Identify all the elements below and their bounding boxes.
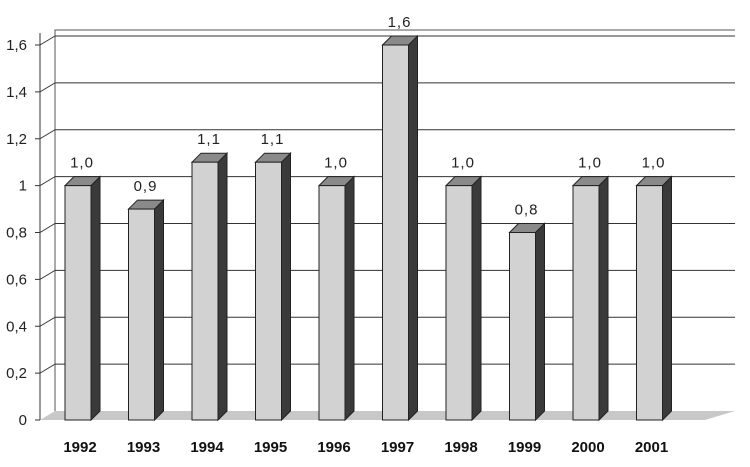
- bar-front: [382, 44, 409, 421]
- bar-front: [445, 185, 473, 421]
- data-label: 1,0: [451, 155, 475, 172]
- bar-side: [535, 222, 545, 422]
- bar-front: [128, 208, 155, 421]
- bars: [63, 34, 673, 422]
- back-wall-edge: [54, 29, 735, 411]
- y-tick-label: 0,6: [6, 271, 27, 288]
- y-tick-label: 1: [19, 178, 27, 195]
- bar-front: [509, 232, 536, 421]
- gridline-depth: [39, 176, 56, 187]
- bar: [571, 175, 610, 422]
- y-tick-label: 1,4: [6, 84, 27, 101]
- gridline-depth: [39, 129, 56, 140]
- bar-front: [255, 161, 282, 421]
- y-tick-label: 0,4: [6, 318, 27, 335]
- bar-side: [471, 175, 482, 422]
- gridline-depth: [39, 82, 56, 93]
- x-tick-label: 2000: [571, 439, 604, 456]
- bar: [508, 222, 546, 422]
- y-tick-label: 0,2: [6, 365, 27, 382]
- data-label: 1,1: [261, 131, 285, 148]
- data-labels: 1,0 0,9 1,1 1,1 1,0 1,6 1,0 0,8 1,0 1,0: [70, 14, 666, 219]
- bar: [127, 198, 165, 422]
- data-label: 1,0: [324, 155, 348, 172]
- bar: [317, 175, 356, 422]
- x-tick-label: 1994: [190, 439, 224, 456]
- bar: [254, 151, 292, 422]
- data-label: 1,0: [70, 155, 94, 172]
- chart-back-wall: [54, 29, 735, 411]
- x-tick-label: 1993: [127, 439, 160, 456]
- data-label: 1,0: [642, 155, 666, 172]
- x-tick-label: 2001: [635, 439, 668, 456]
- x-tick-label: 1995: [254, 439, 287, 456]
- bar: [381, 34, 419, 422]
- gridline-depth: [39, 316, 56, 327]
- y-tick-label: 1,6: [6, 37, 27, 54]
- bar-side: [344, 175, 355, 422]
- x-axis-tick-labels: 1992 1993 1994 1995 1996 1997 1998 1999 2000 2001: [63, 439, 668, 456]
- bar: [63, 175, 102, 422]
- data-label: 0,8: [515, 202, 539, 219]
- gridline-depth: [39, 269, 56, 280]
- bar-side: [408, 34, 418, 422]
- bar-front: [636, 185, 663, 421]
- bar: [190, 151, 229, 422]
- bar-front: [191, 161, 219, 421]
- bar-side: [217, 151, 228, 422]
- x-tick-label: 1997: [381, 439, 414, 456]
- bar: [444, 175, 483, 422]
- bar-front: [572, 185, 600, 421]
- gridline-depth: [39, 363, 56, 374]
- x-tick-label: 1996: [317, 439, 350, 456]
- y-tick-label: 0,8: [6, 225, 27, 242]
- bar: [635, 175, 673, 422]
- data-label: 1,0: [578, 155, 602, 172]
- bar-side: [281, 151, 291, 422]
- bar-front: [318, 185, 346, 421]
- x-tick-label: 1999: [508, 439, 541, 456]
- bar-side: [598, 175, 609, 422]
- gridline-depth: [39, 223, 56, 233]
- data-label: 1,1: [197, 131, 221, 148]
- bar-side: [90, 175, 101, 422]
- gridline-depth: [39, 35, 56, 46]
- x-tick-label: 1992: [63, 439, 96, 456]
- y-axis: 0 0,2 0,4 0,6 0,8 1 1,2 1,4 1,6: [6, 33, 41, 429]
- bar-side: [662, 175, 672, 422]
- bar-front: [64, 185, 92, 421]
- data-label: 1,6: [388, 14, 412, 31]
- y-tick-label: 0: [19, 412, 27, 429]
- x-tick-label: 1998: [444, 439, 477, 456]
- y-tick-label: 1,2: [6, 131, 27, 148]
- data-label: 0,9: [134, 178, 158, 195]
- bar-side: [154, 198, 164, 422]
